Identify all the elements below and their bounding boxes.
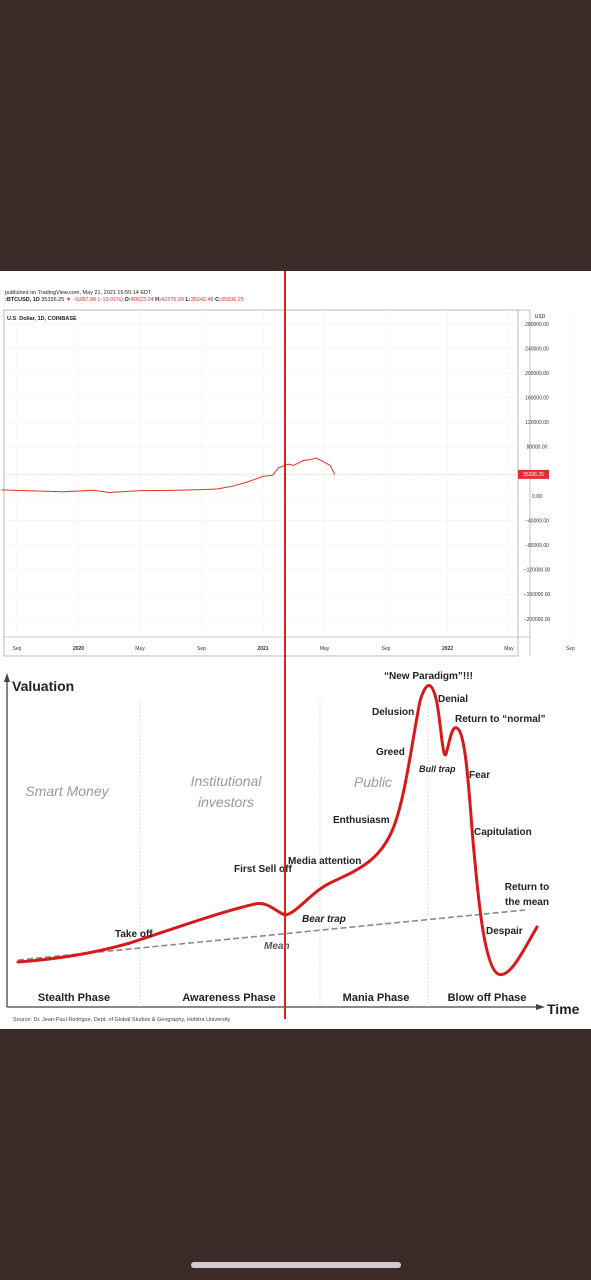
x-tick-labels: Sep 2020 May Sep 2021 May Sep 2022 May Sep [13, 646, 576, 652]
y-tick-label: −80000.00 [525, 543, 549, 549]
currency-label: USD [535, 314, 546, 320]
label-capitulation: Capitulation [474, 827, 532, 838]
x-tick-label: Sep [566, 646, 575, 652]
close-label: C: [215, 297, 221, 303]
y-tick-label: 0.00 [532, 494, 542, 500]
phase-blowoff: Blow off Phase [448, 992, 527, 1004]
y-tick-label: −160000.00 [524, 592, 551, 598]
label-denial: Denial [438, 694, 468, 705]
plot-frame [3, 309, 519, 657]
open-label: O: [124, 297, 131, 303]
price-badge: 35336.25 [518, 469, 549, 479]
x-tick-label: May [320, 646, 330, 652]
y-tick-label: −120000.00 [524, 568, 551, 574]
label-despair: Despair [486, 926, 523, 937]
x-tick-label: Sep [13, 646, 22, 652]
y-axis-arrow-icon [4, 673, 10, 682]
label-enthusiasm: Enthusiasm [333, 815, 390, 826]
phase-mania: Mania Phase [343, 992, 410, 1004]
x-tick-label: 2022 [442, 646, 453, 652]
vertical-marker-line [284, 271, 286, 1019]
label-return-to-mean-2: the mean [505, 897, 549, 908]
mean-line [17, 909, 526, 961]
label-fear: Fear [469, 770, 490, 781]
high-value: 42275.99 [160, 297, 184, 303]
label-new-paradigm: “New Paradigm”!!! [384, 671, 473, 682]
label-return-to-normal: Return to “normal” [455, 714, 546, 725]
home-indicator[interactable] [191, 1262, 401, 1268]
label-delusion: Delusion [372, 707, 414, 718]
label-take-off: Take off [115, 929, 153, 940]
symbol: :BTCUSD, 1D [5, 297, 40, 303]
series-label: U.S. Dollar, 1D, COINBASE [7, 316, 77, 322]
y-tick-label: 240000.00 [525, 346, 549, 352]
label-media-attention: Media attention [288, 856, 361, 867]
x-axis-arrow-icon [536, 1004, 545, 1010]
group-smart-money: Smart Money [25, 783, 109, 799]
last-price: 35336.25 [41, 297, 65, 303]
close-value: 35336.25 [220, 297, 244, 303]
y-tick-label: −200000.00 [524, 617, 551, 623]
label-greed: Greed [376, 747, 405, 758]
label-first-sell-off: First Sell off [234, 864, 292, 875]
x-tick-label: Sep [382, 646, 391, 652]
phase-stealth: Stealth Phase [38, 992, 110, 1004]
source-credit: Source: Dr. Jean-Paul Rodrigue, Dept. of… [13, 1017, 231, 1023]
label-bear-trap: Bear trap [302, 914, 346, 925]
ohlc-line: :BTCUSD, 1D 35336.25 ▼ −5287.08 (−13.01%… [5, 297, 244, 303]
open-value: 40623.24 [130, 297, 154, 303]
group-public: Public [354, 774, 392, 790]
price-change: −5287.08 (−13.01%) [72, 297, 123, 303]
low-label: L: [185, 297, 191, 303]
x-tick-label: 2021 [257, 646, 268, 652]
x-tick-label: May [504, 646, 514, 652]
valuation-curve [16, 684, 539, 976]
y-tick-label: 120000.00 [525, 420, 549, 426]
phase-awareness: Awareness Phase [182, 992, 275, 1004]
x-tick-label: Sep [197, 646, 206, 652]
group-institutional-2: investors [198, 794, 254, 810]
y-tick-label: 200000.00 [525, 371, 549, 377]
high-label: H: [155, 297, 161, 303]
y-tick-label: 280000.00 [525, 322, 549, 328]
published-line: published on TradingView.com, May 21, 20… [5, 290, 152, 296]
price-badge-text: 35336.25 [523, 472, 544, 478]
y-tick-label: 160000.00 [525, 396, 549, 402]
market-cycle-diagram: Valuation Time Smart Money Institutional… [4, 671, 580, 1023]
y-axis-title: Valuation [12, 678, 74, 694]
group-institutional-1: Institutional [191, 773, 263, 789]
x-axis-title: Time [547, 1001, 580, 1017]
chart-panel: published on TradingView.com, May 21, 20… [0, 271, 591, 1029]
btc-price-chart: U.S. Dollar, 1D, COINBASE USD 280000.002… [1, 309, 576, 657]
y-tick-label: 80000.00 [527, 445, 548, 451]
btc-price-line [1, 457, 336, 494]
price-badge-bg [518, 469, 549, 479]
label-bull-trap: Bull trap [419, 764, 456, 774]
label-mean: Mean [264, 941, 290, 952]
y-tick-label: −40000.00 [525, 518, 549, 524]
y-tick-labels: 280000.00 240000.00 200000.00 160000.00 1200… [524, 322, 551, 623]
low-value: 35242.48 [190, 297, 214, 303]
down-arrow-icon: ▼ [65, 297, 72, 303]
x-tick-label: May [135, 646, 145, 652]
x-tick-label: 2020 [73, 646, 84, 652]
label-return-to-mean-1: Return to [505, 882, 549, 893]
grid [4, 310, 571, 637]
